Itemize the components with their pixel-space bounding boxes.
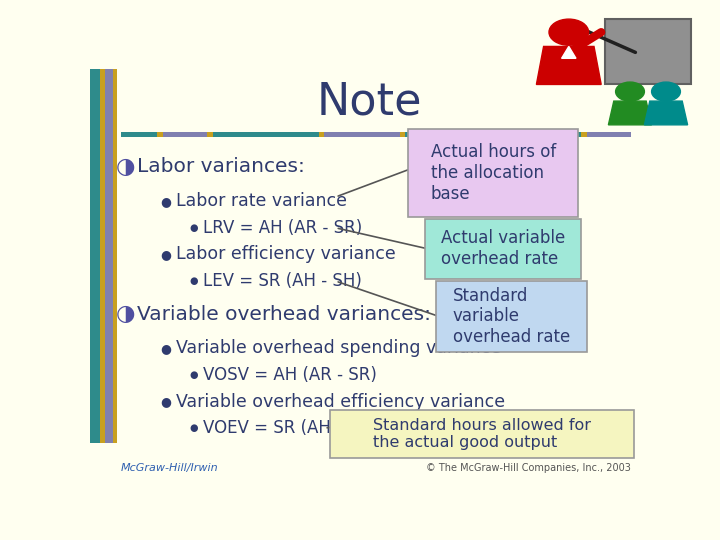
FancyBboxPatch shape: [400, 132, 405, 137]
Text: ●: ●: [160, 248, 171, 261]
FancyBboxPatch shape: [587, 132, 631, 137]
FancyBboxPatch shape: [121, 132, 157, 137]
FancyBboxPatch shape: [605, 19, 691, 84]
FancyBboxPatch shape: [157, 132, 163, 137]
Text: ●: ●: [189, 223, 197, 233]
FancyBboxPatch shape: [431, 132, 492, 137]
Text: Labor rate variance: Labor rate variance: [176, 192, 348, 210]
FancyBboxPatch shape: [492, 132, 498, 137]
Text: ●: ●: [189, 276, 197, 286]
FancyBboxPatch shape: [207, 132, 213, 137]
Text: LRV = AH (AR - SR): LRV = AH (AR - SR): [203, 219, 363, 237]
Text: Standard
variable
overhead rate: Standard variable overhead rate: [453, 287, 570, 346]
Text: ●: ●: [160, 395, 171, 408]
Text: Labor efficiency variance: Labor efficiency variance: [176, 245, 396, 264]
Text: ●: ●: [189, 423, 197, 433]
Text: Actual variable
overhead rate: Actual variable overhead rate: [441, 230, 565, 268]
FancyBboxPatch shape: [324, 132, 400, 137]
FancyBboxPatch shape: [330, 410, 634, 458]
FancyBboxPatch shape: [581, 132, 587, 137]
FancyBboxPatch shape: [213, 132, 319, 137]
FancyBboxPatch shape: [498, 132, 581, 137]
Text: Variable overhead spending variance: Variable overhead spending variance: [176, 339, 502, 357]
Circle shape: [616, 82, 644, 101]
FancyBboxPatch shape: [113, 69, 117, 443]
Text: ●: ●: [160, 195, 171, 208]
Text: VOSV = AH (AR - SR): VOSV = AH (AR - SR): [203, 366, 377, 384]
FancyBboxPatch shape: [425, 219, 581, 279]
Text: Note: Note: [316, 80, 422, 124]
Text: ◑: ◑: [115, 157, 135, 177]
Text: VOEV = SR (AH Quick Ch: VOEV = SR (AH Quick Ch: [203, 419, 410, 437]
Polygon shape: [536, 46, 601, 84]
Circle shape: [652, 82, 680, 101]
Text: Variable overhead variances:: Variable overhead variances:: [138, 305, 431, 324]
FancyBboxPatch shape: [104, 69, 113, 443]
Text: ◑: ◑: [115, 304, 135, 325]
Polygon shape: [608, 101, 652, 125]
FancyBboxPatch shape: [436, 281, 587, 352]
Text: Actual hours of
the allocation
base: Actual hours of the allocation base: [431, 143, 556, 202]
Text: LEV = SR (AH - SH): LEV = SR (AH - SH): [203, 272, 362, 290]
Text: Variable overhead efficiency variance: Variable overhead efficiency variance: [176, 393, 505, 410]
FancyBboxPatch shape: [163, 132, 207, 137]
FancyBboxPatch shape: [405, 132, 425, 137]
Text: Standard hours allowed for
the actual good output: Standard hours allowed for the actual go…: [373, 417, 591, 450]
FancyBboxPatch shape: [100, 69, 104, 443]
Text: Labor variances:: Labor variances:: [138, 157, 305, 176]
FancyBboxPatch shape: [408, 129, 578, 217]
Polygon shape: [562, 46, 576, 58]
Text: ●: ●: [160, 342, 171, 355]
Circle shape: [549, 19, 588, 45]
Text: © The McGraw-Hill Companies, Inc., 2003: © The McGraw-Hill Companies, Inc., 2003: [426, 463, 631, 473]
Text: McGraw-Hill/Irwin: McGraw-Hill/Irwin: [121, 463, 218, 473]
FancyBboxPatch shape: [319, 132, 324, 137]
Polygon shape: [644, 101, 688, 125]
Text: ●: ●: [189, 370, 197, 380]
FancyBboxPatch shape: [425, 132, 431, 137]
FancyBboxPatch shape: [90, 69, 100, 443]
